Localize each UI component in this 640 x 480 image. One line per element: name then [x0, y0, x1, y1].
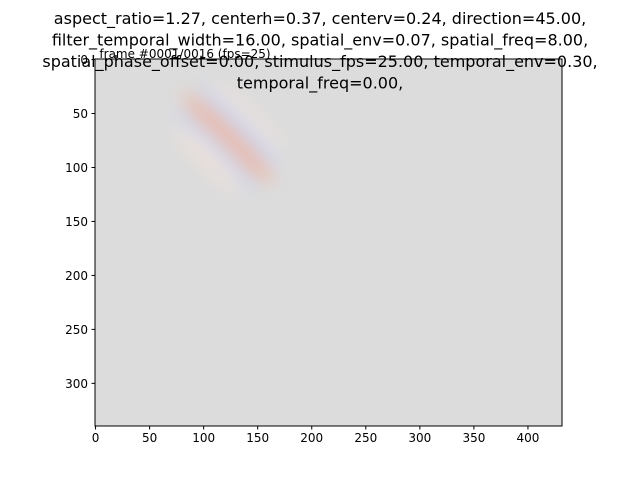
chart-title: aspect_ratio=1.27, centerh=0.37, centerv…: [54, 9, 586, 29]
gabor-patch: [173, 83, 283, 193]
x-tick-label: 50: [142, 431, 157, 445]
y-tick-label: 0: [80, 53, 88, 67]
axes-frame: [94, 58, 563, 427]
x-tick-label: 150: [246, 431, 269, 445]
chart-title: filter_temporal_width=16.00, spatial_env…: [52, 31, 588, 51]
y-tick-label: 250: [65, 323, 88, 337]
x-tick-label: 100: [192, 431, 215, 445]
x-tick-label: 0: [92, 431, 100, 445]
y-tick-label: 200: [65, 269, 88, 283]
chart-title: temporal_freq=0.00,: [237, 74, 403, 94]
y-tick-label: 100: [65, 161, 88, 175]
image-background: [95, 59, 562, 426]
chart-title: spatial_phase_offset=0.00, stimulus_fps=…: [42, 52, 597, 72]
x-tick-label: 400: [516, 431, 539, 445]
subtitle: frame #0001/0016 (fps=25): [99, 47, 270, 61]
y-tick-label: 300: [65, 377, 88, 391]
x-tick-label: 200: [300, 431, 323, 445]
x-tick-label: 250: [354, 431, 377, 445]
x-tick-label: 350: [462, 431, 485, 445]
x-tick-label: 300: [408, 431, 431, 445]
y-tick-label: 150: [65, 215, 88, 229]
y-tick-label: 50: [73, 107, 88, 121]
